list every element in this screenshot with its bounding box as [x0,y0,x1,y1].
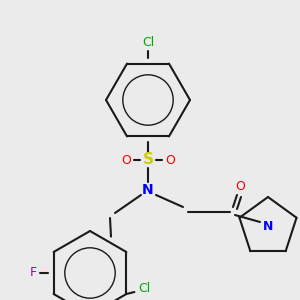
Text: Cl: Cl [142,37,154,50]
Text: O: O [165,154,175,166]
Text: F: F [29,266,37,280]
Text: O: O [235,181,245,194]
Text: S: S [142,152,154,167]
Text: O: O [121,154,131,166]
Text: Cl: Cl [138,283,151,296]
Text: N: N [263,220,273,233]
Text: N: N [142,183,154,197]
